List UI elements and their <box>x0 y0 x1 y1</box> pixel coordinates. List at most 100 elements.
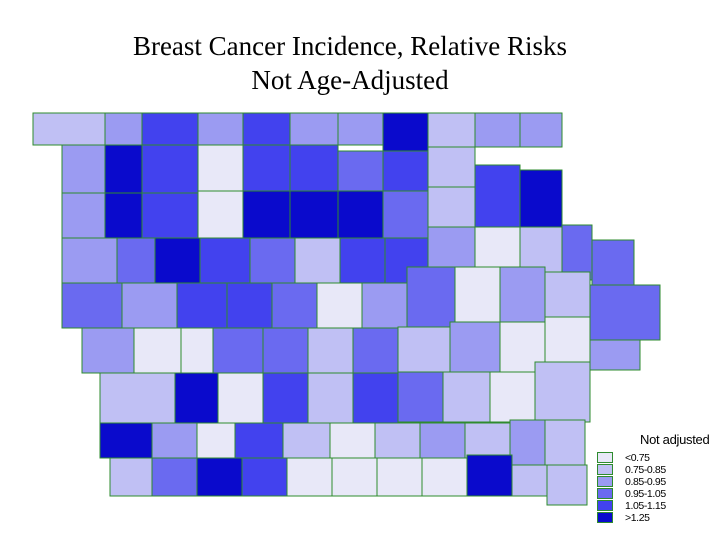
county-96 <box>376 457 423 497</box>
county-63 <box>352 327 399 374</box>
legend-label: <0.75 <box>625 451 650 464</box>
county-45 <box>61 282 123 329</box>
county-1 <box>32 112 106 146</box>
map-title-line-2: Not Age-Adjusted <box>251 65 449 95</box>
county-4 <box>197 112 244 146</box>
legend-label: 0.85-0.95 <box>625 475 666 488</box>
county-43 <box>519 226 563 273</box>
map-title-line-1: Breast Cancer Incidence, Relative Risks <box>132 31 568 61</box>
county-36 <box>199 237 251 284</box>
county-61 <box>262 327 309 374</box>
county-53 <box>454 266 501 323</box>
county-51 <box>361 282 408 329</box>
legend-swatch <box>597 500 613 511</box>
county-79 <box>99 422 153 459</box>
county-77 <box>489 371 536 423</box>
county-13 <box>104 144 143 194</box>
county-33 <box>61 237 118 284</box>
legend-swatch <box>597 512 613 523</box>
county-31 <box>427 186 476 228</box>
county-73 <box>307 372 354 424</box>
county-30 <box>382 190 429 239</box>
county-19 <box>382 150 429 192</box>
county-68 <box>589 339 641 371</box>
county-87 <box>464 422 511 459</box>
county-74 <box>352 372 399 424</box>
county-46 <box>121 282 178 329</box>
county-24 <box>104 192 143 239</box>
county-27 <box>242 190 291 239</box>
county-49 <box>271 282 318 329</box>
county-91 <box>151 457 198 497</box>
county-39 <box>339 237 386 284</box>
legend-item: 0.75-0.85 <box>597 463 666 476</box>
county-35 <box>154 237 201 284</box>
county-55 <box>544 271 591 318</box>
county-52 <box>406 266 456 328</box>
county-57 <box>81 327 135 374</box>
county-84 <box>329 422 376 459</box>
county-76 <box>442 371 491 423</box>
county-42 <box>474 226 521 268</box>
county-56 <box>589 284 661 341</box>
county-12 <box>61 144 108 194</box>
legend-item: 1.05-1.15 <box>597 499 666 512</box>
county-3 <box>141 112 199 146</box>
county-83 <box>282 422 331 459</box>
county-50 <box>316 282 363 329</box>
county-5 <box>242 112 291 146</box>
county-92 <box>196 457 243 497</box>
county-59 <box>180 327 214 374</box>
county-90 <box>109 457 153 497</box>
county-94 <box>286 457 333 497</box>
county-67 <box>544 316 591 363</box>
county-41 <box>427 226 476 268</box>
county-23 <box>61 192 108 239</box>
county-34 <box>116 237 156 284</box>
county-71 <box>217 372 264 424</box>
county-65 <box>449 321 501 373</box>
county-7 <box>337 112 384 146</box>
county-20 <box>427 146 476 188</box>
county-97 <box>421 457 468 497</box>
county-22 <box>519 169 563 228</box>
county-58 <box>133 327 182 374</box>
county-95 <box>331 457 378 497</box>
county-44 <box>591 239 635 286</box>
county-89 <box>544 419 586 466</box>
legend-label: >1.25 <box>625 511 650 524</box>
county-10 <box>474 112 521 148</box>
legend-label: 1.05-1.15 <box>625 499 666 512</box>
county-72 <box>262 372 309 424</box>
legend-title: Not adjusted <box>640 432 710 447</box>
county-28 <box>289 190 339 239</box>
legend-item: <0.75 <box>597 451 650 464</box>
county-88 <box>509 419 546 466</box>
legend-label: 0.75-0.85 <box>625 463 666 476</box>
county-80 <box>151 422 198 459</box>
county-75 <box>397 371 444 423</box>
county-17 <box>289 144 339 192</box>
county-54 <box>499 266 546 323</box>
county-6 <box>289 112 339 146</box>
county-14 <box>141 144 199 194</box>
county-81 <box>196 422 236 459</box>
county-82 <box>234 422 284 459</box>
county-100 <box>546 464 588 506</box>
county-21 <box>474 164 521 228</box>
county-18 <box>337 150 384 192</box>
county-99 <box>511 464 548 497</box>
county-64 <box>397 326 451 373</box>
county-29 <box>337 190 384 239</box>
legend-swatch <box>597 476 613 487</box>
county-9 <box>427 112 476 148</box>
county-70 <box>174 372 219 424</box>
county-69 <box>99 372 176 424</box>
county-85 <box>374 422 421 459</box>
county-86 <box>419 422 466 459</box>
county-98 <box>466 454 513 497</box>
legend-swatch <box>597 464 613 475</box>
county-38 <box>294 237 341 284</box>
county-62 <box>307 327 354 374</box>
